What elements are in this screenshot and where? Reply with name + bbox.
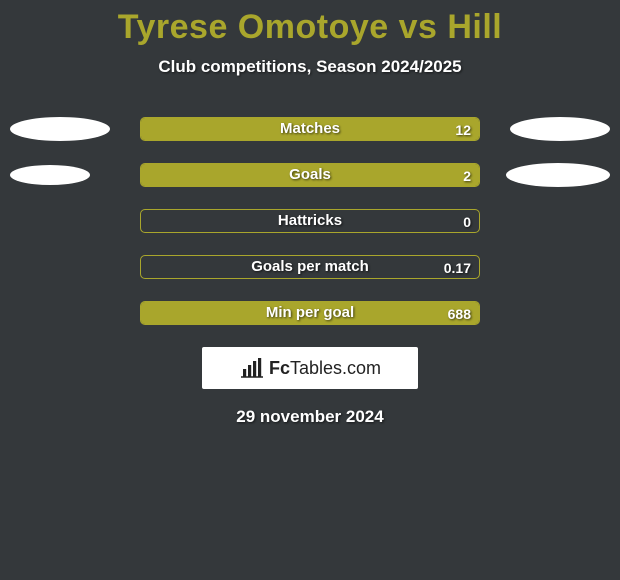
page-title: Tyrese Omotoye vs Hill — [0, 0, 620, 47]
right-ellipse — [510, 117, 610, 141]
stats-area: 12Matches 2Goals 0Hattricks 0.17Goals per m… — [0, 117, 620, 325]
stat-row: 688Min per goal — [0, 301, 620, 325]
bar-label: Min per goal — [140, 301, 480, 325]
bar-label: Goals — [140, 163, 480, 187]
logo-box: FcTables.com — [202, 347, 418, 389]
stat-row: 2Goals — [0, 163, 620, 187]
bar-label: Hattricks — [140, 209, 480, 233]
bar-label: Matches — [140, 117, 480, 141]
date: 29 november 2024 — [0, 407, 620, 427]
stat-row: 12Matches — [0, 117, 620, 141]
left-ellipse — [10, 117, 110, 141]
left-ellipse — [10, 165, 90, 185]
bar-label: Goals per match — [140, 255, 480, 279]
stat-row: 0.17Goals per match — [0, 255, 620, 279]
right-ellipse — [506, 163, 610, 187]
logo-text: FcTables.com — [269, 358, 381, 379]
stat-row: 0Hattricks — [0, 209, 620, 233]
subtitle: Club competitions, Season 2024/2025 — [0, 57, 620, 77]
bars-icon — [239, 357, 265, 379]
